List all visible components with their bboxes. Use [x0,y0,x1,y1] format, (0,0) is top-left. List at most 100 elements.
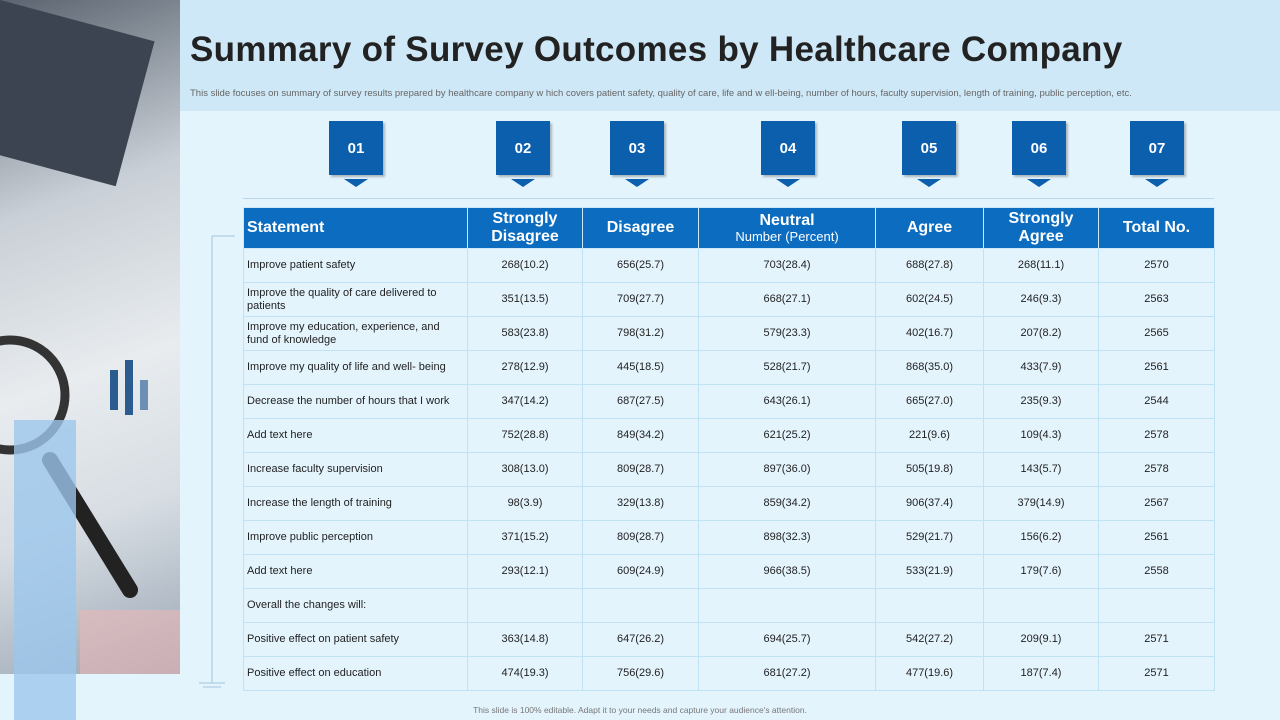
table-cell [983,588,1099,623]
table-cell: Add text here [243,418,468,453]
badge: 07 [1130,121,1184,175]
table-row: Add text here 752(28.8) 849(34.2) 621(25.2)… [243,418,1215,453]
table-cell: 246(9.3) [983,282,1099,317]
table-cell: Improve the quality of care delivered to… [243,282,468,317]
table-cell: 2571 [1098,656,1215,691]
table-cell: 187(7.4) [983,656,1099,691]
table-cell: 602(24.5) [875,282,984,317]
table-row: Improve my quality of life and well- bei… [243,350,1215,385]
table-cell: 687(27.5) [582,384,699,419]
side-line [199,235,235,688]
table-cell: 897(36.0) [698,452,876,487]
table-cell: 379(14.9) [983,486,1099,521]
badge: 02 [496,121,550,175]
table-cell: 143(5.7) [983,452,1099,487]
table-cell: 694(25.7) [698,622,876,657]
table-cell: 268(10.2) [467,248,583,283]
table-cell: 668(27.1) [698,282,876,317]
badge-pointer [1027,179,1051,187]
table-cell: 156(6.2) [983,520,1099,555]
table-cell: Positive effect on education [243,656,468,691]
table-cell: 2570 [1098,248,1215,283]
column-header-text: Strongly Disagree [491,210,559,245]
header-row: Statement Strongly Disagree Disagree Neutra… [243,207,1215,249]
badge-pointer [776,179,800,187]
table-cell: Increase faculty supervision [243,452,468,487]
table-cell: 868(35.0) [875,350,984,385]
table-row: Overall the changes will: [243,588,1215,623]
table-cell: 681(27.2) [698,656,876,691]
column-header: Statement [243,207,468,249]
table-cell: 898(32.3) [698,520,876,555]
accent-bar [14,420,76,720]
table-cell [1098,588,1215,623]
table-cell: 533(21.9) [875,554,984,589]
table-cell: 647(26.2) [582,622,699,657]
column-header: Disagree [582,207,699,249]
column-header-text: Strongly Agree [1008,210,1074,245]
table-cell: 209(9.1) [983,622,1099,657]
badge-pointer [625,179,649,187]
table-cell: 756(29.6) [582,656,699,691]
table-cell: 798(31.2) [582,316,699,351]
table-cell: 2558 [1098,554,1215,589]
column-header: Strongly Agree [983,207,1099,249]
table-cell: 371(15.2) [467,520,583,555]
column-header-text: Total No. [1122,219,1191,236]
column-header: Neutral Number (Percent) [698,207,876,249]
table-cell: 2567 [1098,486,1215,521]
table-cell: 278(12.9) [467,350,583,385]
title-band [180,0,1280,111]
table-row: Increase the length of training 98(3.9) 32… [243,486,1215,521]
table-cell [467,588,583,623]
table-row: Positive effect on education 474(19.3) 756… [243,656,1215,691]
badge-pointer [917,179,941,187]
column-header-text: Disagree [606,219,675,236]
table-cell [875,588,984,623]
table-row: Add text here 293(12.1) 609(24.9) 966(38.5)… [243,554,1215,589]
badge-pointer [344,179,368,187]
table-cell: 363(14.8) [467,622,583,657]
table-cell: 809(28.7) [582,520,699,555]
table-cell: 621(25.2) [698,418,876,453]
table-cell: 583(23.8) [467,316,583,351]
table-cell: 2571 [1098,622,1215,657]
table-cell: Improve my education, experience, and fu… [243,316,468,351]
table-cell: 656(25.7) [582,248,699,283]
table-cell: Improve my quality of life and well- bei… [243,350,468,385]
table-cell: Positive effect on patient safety [243,622,468,657]
table-cell: 308(13.0) [467,452,583,487]
table-cell: Add text here [243,554,468,589]
table-cell: 643(26.1) [698,384,876,419]
table-cell: 2561 [1098,350,1215,385]
subtitle: This slide focuses on summary of survey … [190,88,1132,99]
table-cell: 709(27.7) [582,282,699,317]
table-cell: 505(19.8) [875,452,984,487]
table-cell: 542(27.2) [875,622,984,657]
table-cell: Overall the changes will: [243,588,468,623]
table-row: Improve my education, experience, and fu… [243,316,1215,351]
table-row: Positive effect on patient safety 363(14.… [243,622,1215,657]
table-cell [582,588,699,623]
table-cell: 688(27.8) [875,248,984,283]
badge: 01 [329,121,383,175]
table-cell: 433(7.9) [983,350,1099,385]
table-row: Improve public perception 371(15.2) 809(28… [243,520,1215,555]
table-cell: Decrease the number of hours that I work [243,384,468,419]
table-cell: 109(4.3) [983,418,1099,453]
column-header: Strongly Disagree [467,207,583,249]
column-header-text: Statement [247,219,325,236]
table-cell: 579(23.3) [698,316,876,351]
table-cell: 2563 [1098,282,1215,317]
column-header-text: Agree [906,219,953,236]
table-cell: 859(34.2) [698,486,876,521]
table-row: Improve patient safety 268(10.2) 656(25.7)… [243,248,1215,283]
table-row: Increase faculty supervision 308(13.0) 809… [243,452,1215,487]
badge-pointer [1145,179,1169,187]
survey-table: Statement Strongly Disagree Disagree Neutra… [243,207,1215,691]
table-cell: 2578 [1098,418,1215,453]
table-cell: 703(28.4) [698,248,876,283]
table-cell: 329(13.8) [582,486,699,521]
table-cell: 906(37.4) [875,486,984,521]
